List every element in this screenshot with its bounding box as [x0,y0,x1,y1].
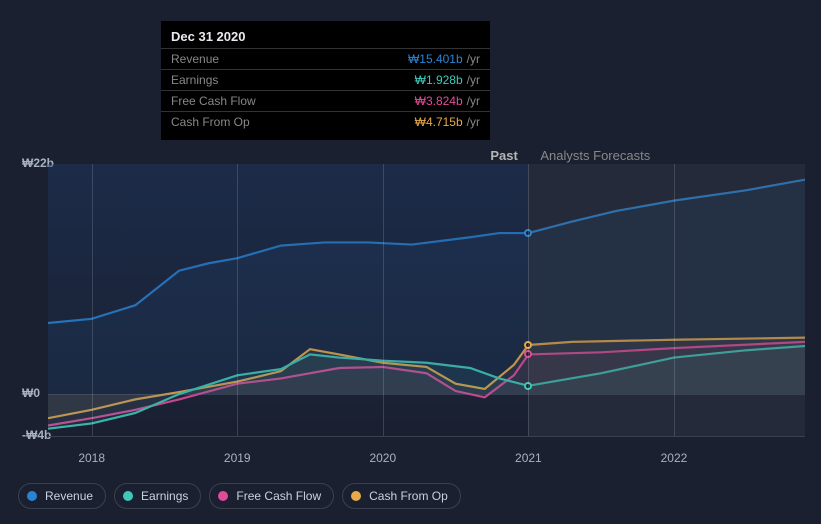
tooltip-metric-label: Cash From Op [171,114,415,130]
tooltip-metric-value: ₩1.928b [415,72,463,88]
past-region [48,164,528,436]
legend-label: Earnings [141,489,188,503]
gridline [48,436,805,437]
tooltip-metric-label: Free Cash Flow [171,93,415,109]
tooltip-row: Cash From Op ₩4.715b /yr [161,111,490,132]
forecast-region [528,164,805,436]
x-axis-label: 2021 [515,451,542,465]
tooltip-row: Revenue ₩15.401b /yr [161,48,490,69]
legend-dot-icon [218,491,228,501]
tooltip-row: Earnings ₩1.928b /yr [161,69,490,90]
legend-item-cash-from-op[interactable]: Cash From Op [342,483,461,509]
tooltip-metric-unit: /yr [467,114,480,130]
vertical-gridline [237,164,238,436]
legend-dot-icon [27,491,37,501]
chart-plot[interactable] [48,164,805,436]
tooltip-row: Free Cash Flow ₩3.824b /yr [161,90,490,111]
past-label: Past [490,148,517,163]
x-axis-label: 2019 [224,451,251,465]
legend-dot-icon [351,491,361,501]
chart-area: ₩22b₩0-₩4b 20182019202020212022 [18,124,805,509]
y-axis-label: -₩4b [22,428,51,442]
tooltip-panel: Dec 31 2020 Revenue ₩15.401b /yrEarnings… [161,21,490,140]
tooltip-metric-value: ₩15.401b [408,51,463,67]
tooltip-metric-value: ₩3.824b [415,93,463,109]
tooltip-metric-unit: /yr [467,93,480,109]
vertical-gridline [92,164,93,436]
tooltip-metric-label: Earnings [171,72,415,88]
forecast-label: Analysts Forecasts [540,148,650,163]
tooltip-date: Dec 31 2020 [161,29,490,48]
legend-item-free-cash-flow[interactable]: Free Cash Flow [209,483,334,509]
x-axis-label: 2022 [661,451,688,465]
x-axis-label: 2020 [369,451,396,465]
vertical-gridline [383,164,384,436]
legend-label: Free Cash Flow [236,489,321,503]
legend: Revenue Earnings Free Cash Flow Cash From O… [18,483,461,509]
legend-label: Revenue [45,489,93,503]
legend-label: Cash From Op [369,489,448,503]
tooltip-metric-value: ₩4.715b [415,114,463,130]
y-axis-label: ₩0 [22,386,40,400]
legend-item-earnings[interactable]: Earnings [114,483,201,509]
vertical-gridline [674,164,675,436]
tooltip-metric-label: Revenue [171,51,408,67]
legend-item-revenue[interactable]: Revenue [18,483,106,509]
tooltip-metric-unit: /yr [467,72,480,88]
legend-dot-icon [123,491,133,501]
x-axis-label: 2018 [78,451,105,465]
vertical-gridline [528,164,529,436]
tooltip-metric-unit: /yr [467,51,480,67]
